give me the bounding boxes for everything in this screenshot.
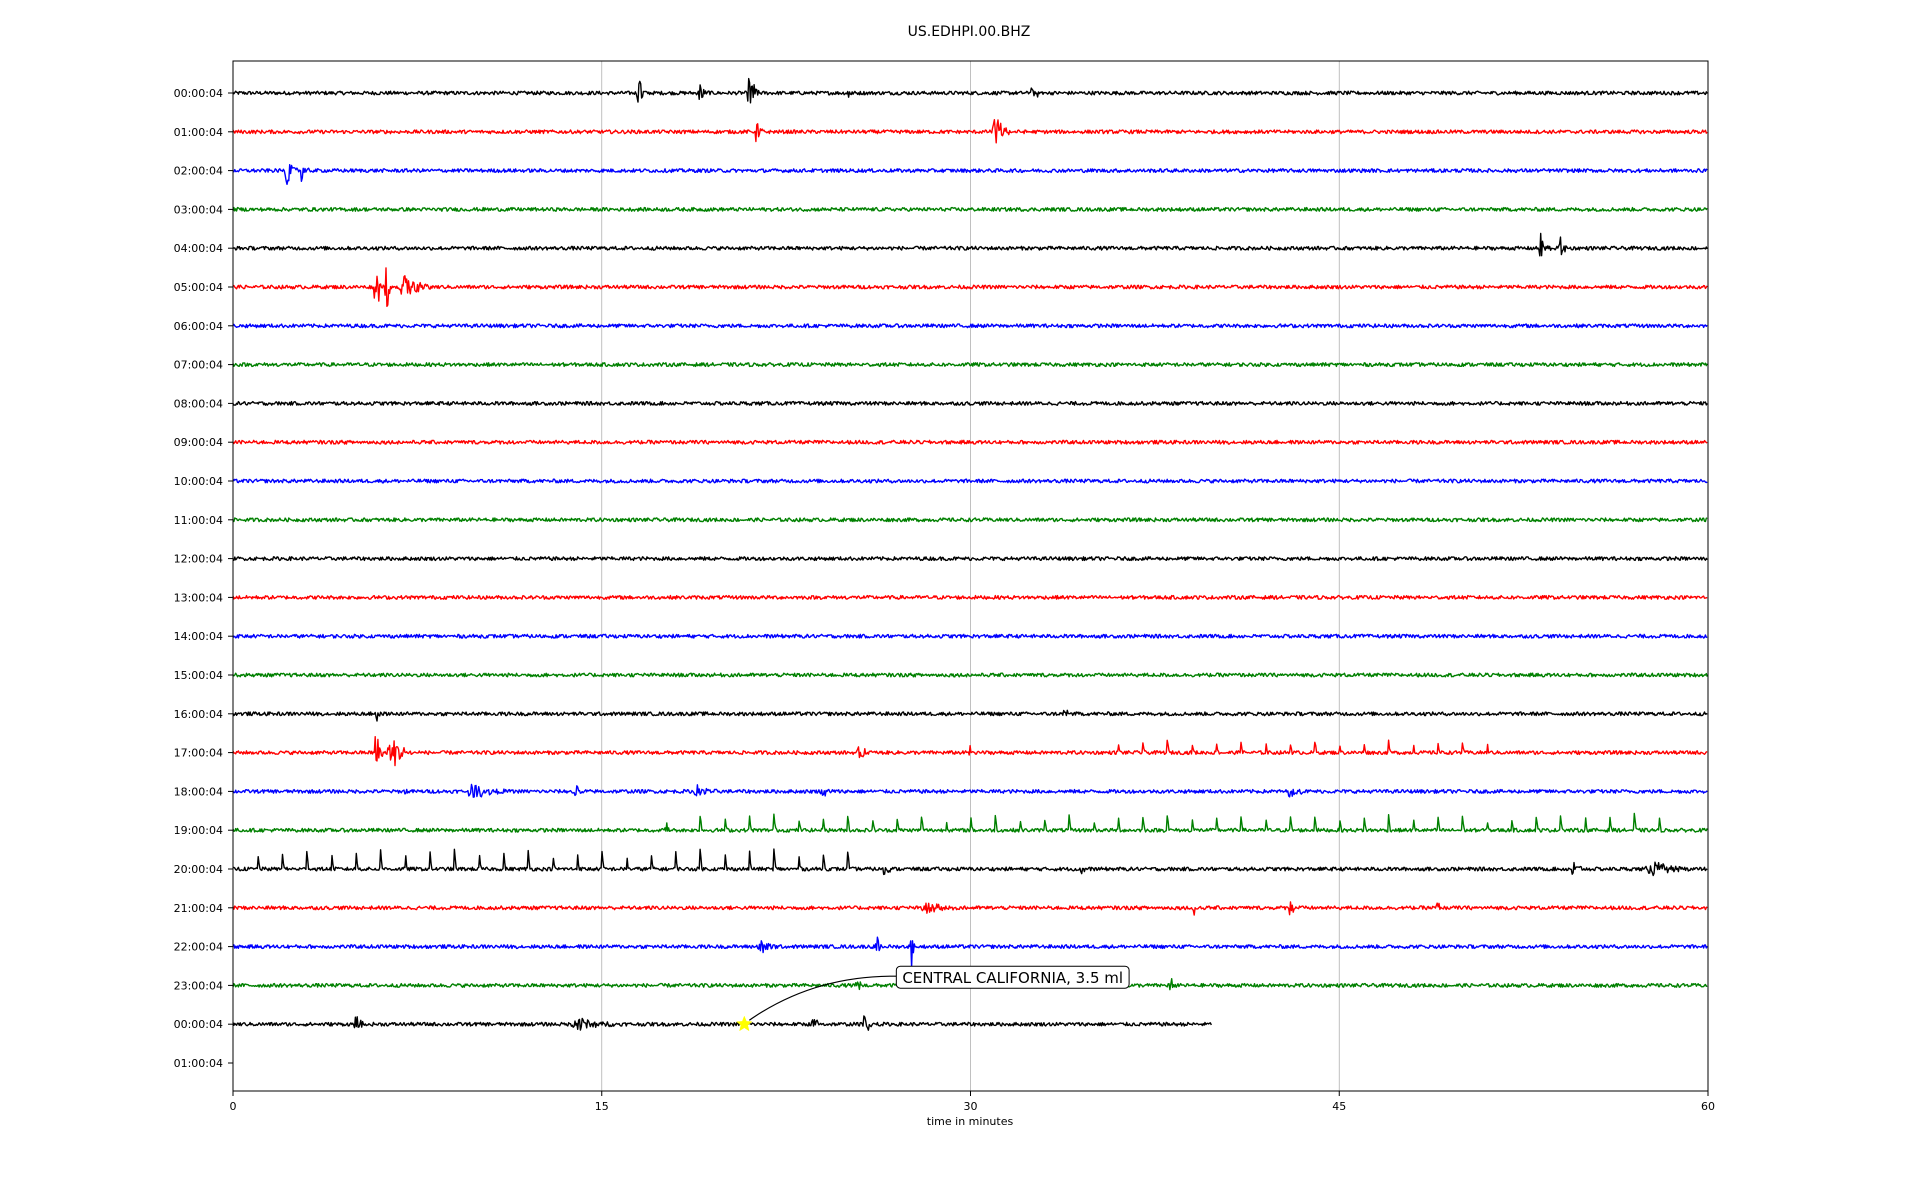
trace-line bbox=[232, 400, 1708, 406]
x-tick-label: 45 bbox=[1332, 1100, 1346, 1113]
row-time-label: 23:00:04 bbox=[174, 979, 223, 992]
row-time-label: 06:00:04 bbox=[174, 320, 223, 333]
row-time-label: 05:00:04 bbox=[174, 281, 223, 294]
trace-line bbox=[232, 362, 1708, 368]
row-time-label: 14:00:04 bbox=[174, 630, 223, 643]
row-time-label: 16:00:04 bbox=[174, 708, 223, 721]
row-time-label: 20:00:04 bbox=[174, 863, 223, 876]
trace-line bbox=[232, 232, 1708, 257]
trace-line bbox=[232, 633, 1708, 639]
trace-line bbox=[232, 812, 1708, 833]
trace-line bbox=[232, 672, 1708, 678]
trace-line bbox=[232, 783, 1708, 798]
event-label-box bbox=[895, 965, 1130, 989]
row-time-label: 00:00:04 bbox=[174, 1018, 223, 1031]
row-time-label: 22:00:04 bbox=[174, 941, 223, 954]
seismic-traces bbox=[232, 77, 1708, 1031]
row-time-label: 09:00:04 bbox=[174, 436, 223, 449]
trace-line bbox=[232, 439, 1708, 445]
x-tick-label: 60 bbox=[1701, 1100, 1715, 1113]
row-time-label: 02:00:04 bbox=[174, 165, 223, 178]
row-time-label: 18:00:04 bbox=[174, 785, 223, 798]
row-time-label: 12:00:04 bbox=[174, 553, 223, 566]
row-time-label: 19:00:04 bbox=[174, 824, 223, 837]
row-time-label: 13:00:04 bbox=[174, 591, 223, 604]
row-time-label: 03:00:04 bbox=[174, 203, 223, 216]
row-time-label: 10:00:04 bbox=[174, 475, 223, 488]
trace-line bbox=[232, 709, 1708, 722]
plot-frame bbox=[232, 60, 1709, 1092]
trace-line bbox=[232, 267, 1708, 307]
row-time-label: 00:00:04 bbox=[174, 87, 223, 100]
row-time-label: 04:00:04 bbox=[174, 242, 223, 255]
event-annotation: CENTRAL CALIFORNIA, 3.5 ml bbox=[736, 965, 1130, 1032]
row-time-label: 07:00:04 bbox=[174, 359, 223, 372]
trace-line bbox=[232, 478, 1708, 484]
row-time-label: 17:00:04 bbox=[174, 747, 223, 760]
chart-title: US.EDHPI.00.BHZ bbox=[908, 24, 1031, 40]
x-tick-label: 15 bbox=[595, 1100, 609, 1113]
trace-line bbox=[232, 77, 1708, 104]
row-time-label: 15:00:04 bbox=[174, 669, 223, 682]
trace-line bbox=[232, 736, 1708, 767]
x-axis-ticks: 0 15 30 45 60 bbox=[230, 1091, 1715, 1113]
trace-line bbox=[232, 936, 1708, 968]
event-label: CENTRAL CALIFORNIA, 3.5 ml bbox=[902, 969, 1123, 987]
x-axis-label: time in minutes bbox=[927, 1115, 1014, 1128]
trace-line bbox=[232, 556, 1708, 562]
trace-line bbox=[232, 517, 1708, 523]
row-time-label: 08:00:04 bbox=[174, 397, 223, 410]
row-time-label: 21:00:04 bbox=[174, 902, 223, 915]
trace-line bbox=[232, 594, 1708, 600]
trace-line bbox=[232, 848, 1708, 877]
x-tick-label: 30 bbox=[964, 1100, 978, 1113]
trace-line bbox=[232, 119, 1708, 144]
row-time-label: 11:00:04 bbox=[174, 514, 223, 527]
trace-line bbox=[232, 323, 1708, 329]
grid-lines bbox=[601, 61, 1340, 1091]
x-tick-label: 0 bbox=[230, 1100, 237, 1113]
trace-line bbox=[232, 901, 1708, 916]
row-time-labels: 00:00:04 01:00:04 02:00:04 03:00:04 04:00:04… bbox=[174, 87, 233, 1070]
trace-line bbox=[232, 206, 1708, 212]
trace-line bbox=[232, 164, 1708, 185]
trace-line bbox=[232, 1015, 1212, 1031]
event-star-icon bbox=[736, 1015, 753, 1032]
event-arrow bbox=[748, 975, 897, 1021]
row-time-label: 01:00:04 bbox=[174, 126, 223, 139]
row-time-label: 01:00:04 bbox=[174, 1057, 223, 1070]
